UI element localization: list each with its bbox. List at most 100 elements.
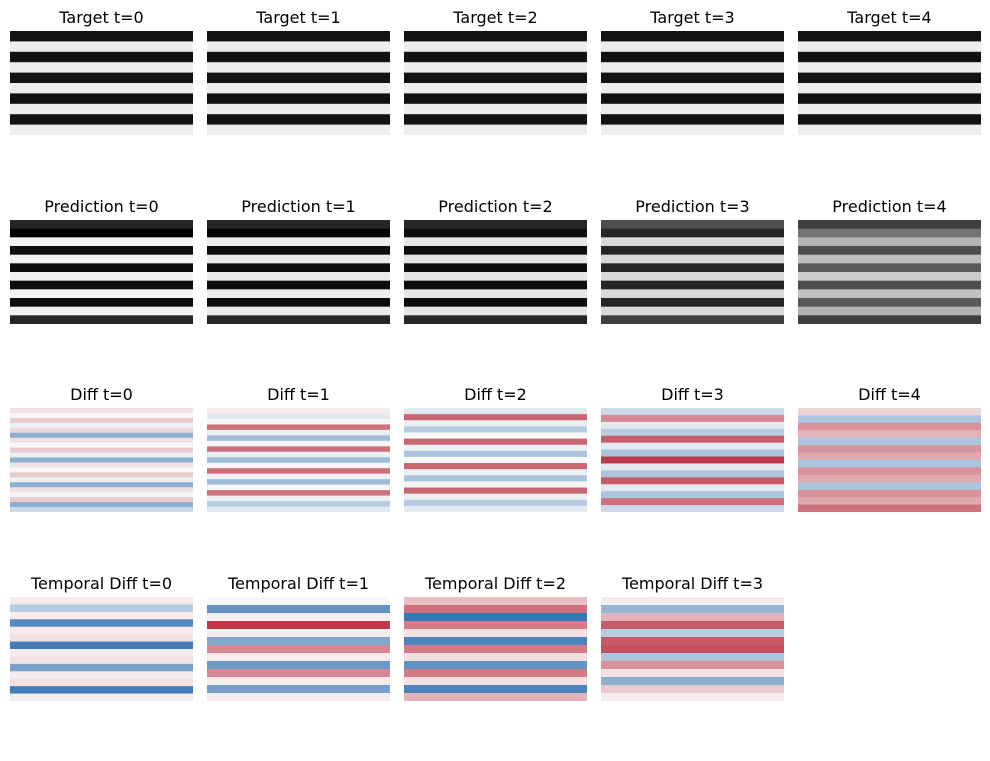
panel-title: Temporal Diff t=3 bbox=[621, 574, 764, 593]
heatmap-stripe bbox=[207, 72, 390, 84]
panel-title: Temporal Diff t=2 bbox=[424, 574, 567, 593]
heatmap-stripe bbox=[404, 83, 587, 94]
heatmap-stripe bbox=[404, 481, 587, 489]
heatmap-stripe bbox=[207, 306, 390, 316]
heatmap-panel bbox=[10, 31, 193, 135]
heatmap-image bbox=[207, 31, 390, 135]
heatmap-stripe bbox=[10, 298, 193, 308]
heatmap-stripe bbox=[404, 228, 587, 238]
heatmap-image bbox=[404, 597, 587, 701]
heatmap-stripe bbox=[601, 693, 784, 701]
heatmap-stripe bbox=[207, 93, 390, 105]
heatmap-stripe bbox=[10, 93, 193, 105]
heatmap-stripe bbox=[207, 462, 390, 469]
heatmap-stripe bbox=[10, 507, 193, 512]
heatmap-stripe bbox=[207, 685, 390, 694]
heatmap-stripe bbox=[404, 41, 587, 53]
heatmap-stripe bbox=[10, 114, 193, 126]
heatmap-stripe bbox=[10, 412, 193, 419]
heatmap-stripe bbox=[798, 280, 981, 290]
heatmap-stripe bbox=[207, 315, 390, 324]
heatmap-stripe bbox=[601, 463, 784, 471]
heatmap-panel bbox=[601, 31, 784, 135]
heatmap-stripe bbox=[10, 626, 193, 635]
heatmap-panel bbox=[404, 597, 587, 701]
heatmap-stripe bbox=[207, 51, 390, 63]
heatmap-stripe bbox=[207, 429, 390, 436]
heatmap-stripe bbox=[207, 693, 390, 701]
heatmap-stripe bbox=[207, 677, 390, 686]
panel-title: Prediction t=1 bbox=[241, 197, 356, 216]
heatmap-stripe bbox=[10, 457, 193, 464]
heatmap-stripe bbox=[404, 432, 587, 440]
heatmap-stripe bbox=[207, 237, 390, 247]
heatmap-image bbox=[207, 597, 390, 701]
heatmap-stripe bbox=[601, 491, 784, 499]
heatmap-stripe bbox=[601, 442, 784, 451]
heatmap-stripe bbox=[404, 124, 587, 135]
heatmap-stripe bbox=[207, 228, 390, 238]
heatmap-stripe bbox=[601, 408, 784, 416]
heatmap-stripe bbox=[601, 298, 784, 308]
heatmap-stripe bbox=[10, 641, 193, 650]
heatmap-stripe bbox=[601, 51, 784, 63]
heatmap-stripe bbox=[601, 220, 784, 230]
heatmap-image bbox=[601, 220, 784, 324]
heatmap-stripe bbox=[10, 228, 193, 238]
heatmap-stripe bbox=[10, 649, 193, 658]
heatmap-stripe bbox=[601, 629, 784, 638]
heatmap-stripe bbox=[10, 597, 193, 606]
panel-title: Temporal Diff t=0 bbox=[30, 574, 173, 593]
heatmap-stripe bbox=[404, 661, 587, 670]
heatmap-image bbox=[601, 597, 784, 701]
heatmap-stripe bbox=[207, 661, 390, 670]
panel-title: Target t=4 bbox=[847, 8, 932, 27]
heatmap-stripe bbox=[207, 263, 390, 273]
heatmap-stripe bbox=[798, 93, 981, 105]
heatmap-stripe bbox=[10, 492, 193, 498]
heatmap-stripe bbox=[10, 408, 193, 414]
heatmap-stripe bbox=[798, 415, 981, 424]
heatmap-stripe bbox=[10, 462, 193, 469]
heatmap-stripe bbox=[798, 504, 981, 512]
heatmap-stripe bbox=[207, 653, 390, 662]
heatmap-stripe bbox=[10, 124, 193, 135]
heatmap-stripe bbox=[404, 306, 587, 316]
heatmap-stripe bbox=[207, 289, 390, 299]
heatmap-stripe bbox=[798, 62, 981, 74]
heatmap-stripe bbox=[10, 417, 193, 424]
heatmap-stripe bbox=[601, 669, 784, 678]
heatmap-stripe bbox=[404, 408, 587, 415]
heatmap-stripe bbox=[207, 435, 390, 442]
heatmap-image bbox=[10, 31, 193, 135]
heatmap-panel bbox=[10, 408, 193, 512]
heatmap-image bbox=[798, 408, 981, 512]
panel-title: Target t=2 bbox=[453, 8, 538, 27]
heatmap-stripe bbox=[207, 83, 390, 94]
heatmap-stripe bbox=[207, 621, 390, 630]
heatmap-stripe bbox=[798, 445, 981, 454]
heatmap-stripe bbox=[404, 621, 587, 630]
heatmap-stripe bbox=[798, 482, 981, 491]
heatmap-panel bbox=[404, 220, 587, 324]
heatmap-stripe bbox=[798, 263, 981, 273]
heatmap-stripe bbox=[601, 83, 784, 94]
heatmap-stripe bbox=[10, 472, 193, 478]
heatmap-stripe bbox=[798, 452, 981, 461]
heatmap-stripe bbox=[404, 62, 587, 74]
heatmap-panel bbox=[798, 220, 981, 324]
heatmap-stripe bbox=[798, 114, 981, 126]
heatmap-image bbox=[10, 408, 193, 512]
heatmap-stripe bbox=[404, 487, 587, 495]
heatmap-stripe bbox=[207, 298, 390, 308]
heatmap-stripe bbox=[404, 463, 587, 470]
heatmap-stripe bbox=[798, 103, 981, 115]
heatmap-stripe bbox=[207, 669, 390, 678]
heatmap-stripe bbox=[601, 272, 784, 282]
heatmap-stripe bbox=[10, 237, 193, 247]
heatmap-stripe bbox=[601, 93, 784, 105]
heatmap-stripe bbox=[10, 452, 193, 459]
heatmap-image bbox=[10, 220, 193, 324]
heatmap-stripe bbox=[207, 124, 390, 135]
